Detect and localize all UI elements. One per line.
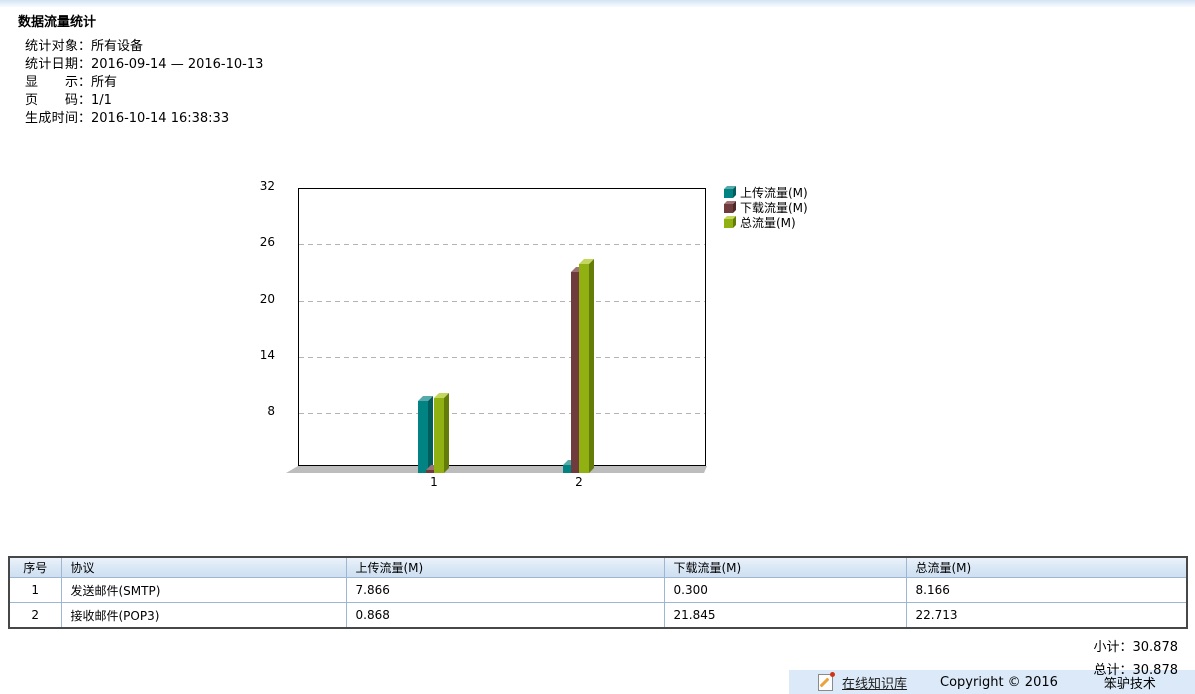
- legend-item: 上传流量(M): [721, 186, 808, 201]
- col-header-download: 下载流量(M): [663, 556, 907, 578]
- gridline: [299, 413, 705, 415]
- total-value: 30.878: [1132, 663, 1179, 678]
- copyright-text: Copyright © 2016: [940, 674, 1058, 690]
- table-header: 序号 协议 上传流量(M) 下载流量(M) 总流量(M): [8, 556, 1188, 578]
- meta-colon: ：: [78, 111, 92, 126]
- y-tick-label: 32: [259, 178, 275, 193]
- col-header-total: 总流量(M): [905, 556, 1188, 578]
- bar-2-series-1: [571, 272, 581, 473]
- chart-floor: [286, 466, 707, 473]
- report-meta: 统计对象：所有设备 统计日期：2016-09-14 — 2016-10-13 显…: [25, 38, 263, 128]
- table-cell: 8.166: [905, 577, 1188, 603]
- y-tick-label: 20: [259, 291, 275, 306]
- meta-value: 2016-10-14 16:38:33: [91, 111, 230, 126]
- meta-label: 显示: [25, 75, 78, 90]
- chart-legend: 上传流量(M) 下载流量(M) 总流量(M): [721, 186, 808, 231]
- note-pencil-icon[interactable]: [818, 671, 835, 691]
- col-header-upload: 上传流量(M): [345, 556, 665, 578]
- x-tick-label: 2: [575, 475, 583, 489]
- meta-label: 统计日期: [25, 57, 78, 72]
- window-top-edge: [0, 0, 1195, 7]
- gridline: [299, 356, 705, 358]
- table-row: 2 接收邮件(POP3) 0.868 21.845 22.713: [8, 602, 1188, 629]
- meta-value: 所有: [91, 75, 118, 90]
- meta-line: 统计日期：2016-09-14 — 2016-10-13: [25, 56, 263, 74]
- col-header-protocol: 协议: [60, 556, 347, 578]
- legend-cube-icon: [724, 204, 733, 213]
- col-header-index: 序号: [8, 556, 62, 578]
- page-title: 数据流量统计: [18, 15, 97, 30]
- bar-1-series-1: [426, 470, 436, 473]
- legend-cube-icon: [724, 189, 733, 198]
- table-cell: 接收邮件(POP3): [60, 602, 347, 629]
- gridline: [299, 244, 705, 246]
- knowledge-base-link[interactable]: 在线知识库: [842, 676, 908, 692]
- gridline: [299, 300, 705, 302]
- meta-line: 页码：1/1: [25, 92, 263, 110]
- legend-label: 总流量(M): [740, 216, 796, 230]
- legend-cube-icon: [724, 219, 733, 228]
- y-tick-label: 14: [259, 347, 275, 362]
- x-tick-label: 1: [430, 475, 438, 489]
- legend-label: 下载流量(M): [740, 201, 808, 215]
- legend-label: 上传流量(M): [740, 186, 808, 200]
- subtotal-value: 30.878: [1132, 640, 1179, 655]
- meta-label: 生成时间: [25, 111, 78, 126]
- subtotal-label: 小计：: [1093, 640, 1133, 655]
- meta-colon: ：: [78, 93, 92, 108]
- table-cell: 0.868: [345, 602, 665, 629]
- table-cell: 21.845: [663, 602, 907, 629]
- meta-value: 所有设备: [91, 39, 144, 54]
- bar-2-series-0: [563, 465, 573, 473]
- meta-colon: ：: [78, 75, 92, 90]
- bar-1-series-2: [434, 397, 444, 473]
- legend-item: 总流量(M): [721, 216, 808, 231]
- y-tick-label: 26: [259, 235, 275, 250]
- table-cell: 7.866: [345, 577, 665, 603]
- table-cell: 发送邮件(SMTP): [60, 577, 347, 603]
- total-line: 总计：30.878: [1093, 659, 1178, 678]
- bar-2-series-2: [579, 264, 589, 473]
- subtotal-line: 小计：30.878: [1093, 636, 1178, 655]
- table-cell: 22.713: [905, 602, 1188, 629]
- footer-bar: 在线知识库 Copyright © 2016 笨驴技术: [789, 670, 1195, 694]
- table-cell: 2: [8, 602, 62, 629]
- company-name: 笨驴技术: [1103, 676, 1156, 692]
- table-row: 1 发送邮件(SMTP) 7.866 0.300 8.166: [8, 577, 1188, 603]
- table-cell: 1: [8, 577, 62, 603]
- meta-value: 2016-09-14 — 2016-10-13: [91, 57, 264, 72]
- y-tick-label: 8: [267, 404, 275, 419]
- bar-1-series-0: [418, 400, 428, 473]
- total-label: 总计：: [1093, 663, 1133, 678]
- meta-line: 生成时间：2016-10-14 16:38:33: [25, 110, 263, 128]
- meta-label: 页码: [25, 93, 78, 108]
- table-header-row: 序号 协议 上传流量(M) 下载流量(M) 总流量(M): [8, 556, 1188, 578]
- meta-colon: ：: [78, 57, 92, 72]
- table-cell: 0.300: [663, 577, 907, 603]
- meta-label: 统计对象: [25, 39, 78, 54]
- meta-line: 显示：所有: [25, 74, 263, 92]
- chart-y-axis-labels: 8 14 20 26 32: [245, 179, 275, 484]
- legend-item: 下载流量(M): [721, 201, 808, 216]
- meta-colon: ：: [78, 39, 92, 54]
- meta-value: 1/1: [91, 93, 112, 108]
- traffic-table: 序号 协议 上传流量(M) 下载流量(M) 总流量(M) 1 发送邮件(SMTP)…: [8, 556, 1188, 629]
- meta-line: 统计对象：所有设备: [25, 38, 263, 56]
